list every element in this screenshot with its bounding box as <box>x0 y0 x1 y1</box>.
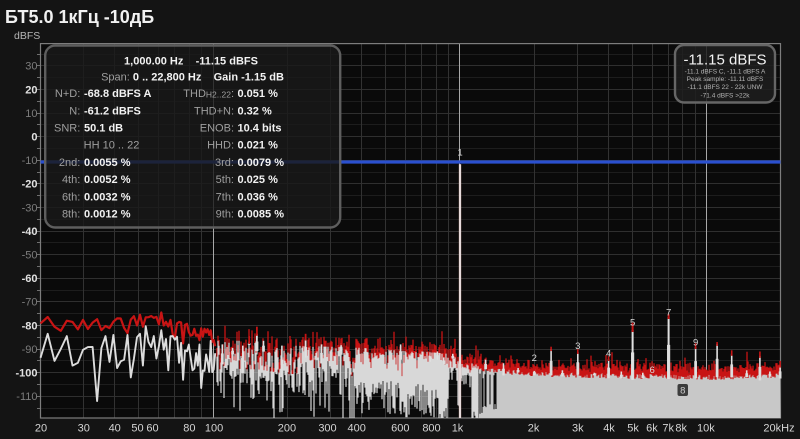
svg-text:0.0079 %: 0.0079 % <box>238 157 285 169</box>
svg-text:20: 20 <box>25 84 37 96</box>
svg-text:-11.1 dBFS C, -11.1 dBFS A: -11.1 dBFS C, -11.1 dBFS A <box>685 69 766 76</box>
svg-text:-11.1 dBFS 22 - 22k UNW: -11.1 dBFS 22 - 22k UNW <box>687 84 763 91</box>
svg-text:Peak sample: -11.11 dBFS: Peak sample: -11.11 dBFS <box>687 76 764 83</box>
svg-text:6th:: 6th: <box>62 191 80 203</box>
svg-text:4: 4 <box>606 349 611 360</box>
svg-text:7k: 7k <box>662 423 674 435</box>
svg-text:-100: -100 <box>15 368 37 380</box>
svg-text:5: 5 <box>630 318 635 329</box>
svg-text:200: 200 <box>278 423 296 435</box>
svg-text:dBFS: dBFS <box>14 30 40 42</box>
svg-text:-10: -10 <box>22 155 38 167</box>
svg-text:9: 9 <box>693 338 698 349</box>
svg-text:3rd:: 3rd: <box>215 157 234 169</box>
svg-text:6k: 6k <box>646 423 658 435</box>
svg-text:БТ5.0 1кГц -10дБ: БТ5.0 1кГц -10дБ <box>5 7 154 27</box>
svg-text:1k: 1k <box>452 423 464 435</box>
svg-text:-11.15 dBFS: -11.15 dBFS <box>683 52 766 69</box>
svg-text:600: 600 <box>391 423 409 435</box>
svg-text:40: 40 <box>109 423 121 435</box>
svg-text:9th:: 9th: <box>216 209 234 221</box>
svg-text:4th:: 4th: <box>62 174 80 186</box>
svg-text:ENOB:: ENOB: <box>200 123 234 135</box>
svg-text:Span: 0 .. 22,800 Hz Gain -: Span: 0 .. 22,800 Hz Gain -1.15 dB <box>101 72 284 84</box>
svg-text:HHD:: HHD: <box>207 140 234 152</box>
svg-text:HH 10 .. 22: HH 10 .. 22 <box>84 140 140 152</box>
svg-text:-80: -80 <box>22 320 38 332</box>
svg-text:400: 400 <box>348 423 366 435</box>
svg-text:2nd:: 2nd: <box>59 157 80 169</box>
svg-text:10: 10 <box>25 108 37 120</box>
svg-text:800: 800 <box>422 423 440 435</box>
svg-text:60: 60 <box>146 423 158 435</box>
svg-text:6: 6 <box>649 365 654 376</box>
svg-text:N+D:: N+D: <box>55 88 80 100</box>
svg-text:30: 30 <box>78 423 90 435</box>
svg-text:3k: 3k <box>572 423 584 435</box>
svg-text:0: 0 <box>31 132 37 144</box>
svg-text:7: 7 <box>666 308 671 319</box>
svg-text:0.036 %: 0.036 % <box>238 191 279 203</box>
svg-text:0.0085 %: 0.0085 % <box>238 209 285 221</box>
svg-text:100: 100 <box>205 423 223 435</box>
svg-text:-70: -70 <box>22 297 38 309</box>
svg-text:5th:: 5th: <box>216 174 234 186</box>
svg-text:-61.2 dBFS: -61.2 dBFS <box>84 105 141 117</box>
svg-text:N:: N: <box>69 105 80 117</box>
svg-text:5k: 5k <box>627 423 639 435</box>
svg-text:-40: -40 <box>22 226 38 238</box>
svg-text:0.051 %: 0.051 % <box>238 88 279 100</box>
svg-text:8: 8 <box>680 385 685 396</box>
svg-text:0.0052 %: 0.0052 % <box>84 174 131 186</box>
svg-text:2: 2 <box>532 353 537 364</box>
svg-text:20kHz: 20kHz <box>763 423 794 435</box>
svg-text:10k: 10k <box>697 423 715 435</box>
svg-text:20: 20 <box>35 423 47 435</box>
svg-text:-71.4 dBFS >22k: -71.4 dBFS >22k <box>701 93 751 100</box>
svg-text:7th:: 7th: <box>216 191 234 203</box>
svg-text:8k: 8k <box>675 423 687 435</box>
svg-text:2k: 2k <box>528 423 540 435</box>
svg-text:0.021 %: 0.021 % <box>238 140 279 152</box>
svg-text:8th:: 8th: <box>62 209 80 221</box>
svg-text:-68.8 dBFS A: -68.8 dBFS A <box>84 88 151 100</box>
svg-text:-20: -20 <box>22 179 38 191</box>
svg-text:0.025 %: 0.025 % <box>238 174 279 186</box>
svg-text:50.1 dB: 50.1 dB <box>84 123 123 135</box>
svg-text:50: 50 <box>131 423 143 435</box>
svg-text:300: 300 <box>318 423 336 435</box>
svg-text:30: 30 <box>25 61 37 73</box>
svg-text:0.32 %: 0.32 % <box>238 105 272 117</box>
svg-text:3: 3 <box>575 341 580 352</box>
svg-text:-30: -30 <box>22 202 38 214</box>
svg-text:10.4 bits: 10.4 bits <box>238 123 282 135</box>
svg-text:1: 1 <box>457 148 462 159</box>
svg-text:THDH2..22:: THDH2..22: <box>183 88 234 100</box>
svg-text:0.0012 %: 0.0012 % <box>84 209 131 221</box>
svg-text:-50: -50 <box>22 250 38 262</box>
svg-text:4k: 4k <box>603 423 615 435</box>
svg-text:-110: -110 <box>16 391 37 403</box>
svg-text:0.0032 %: 0.0032 % <box>84 191 131 203</box>
svg-text:80: 80 <box>183 423 195 435</box>
svg-text:SNR:: SNR: <box>54 123 80 135</box>
svg-text:1,000.00 Hz -11.15 dBFS: 1,000.00 Hz -11.15 dBFS <box>124 55 258 67</box>
svg-text:-60: -60 <box>22 273 38 285</box>
svg-text:-90: -90 <box>22 344 38 356</box>
svg-text:THD+N:: THD+N: <box>194 105 234 117</box>
svg-text:0.0055 %: 0.0055 % <box>84 157 131 169</box>
